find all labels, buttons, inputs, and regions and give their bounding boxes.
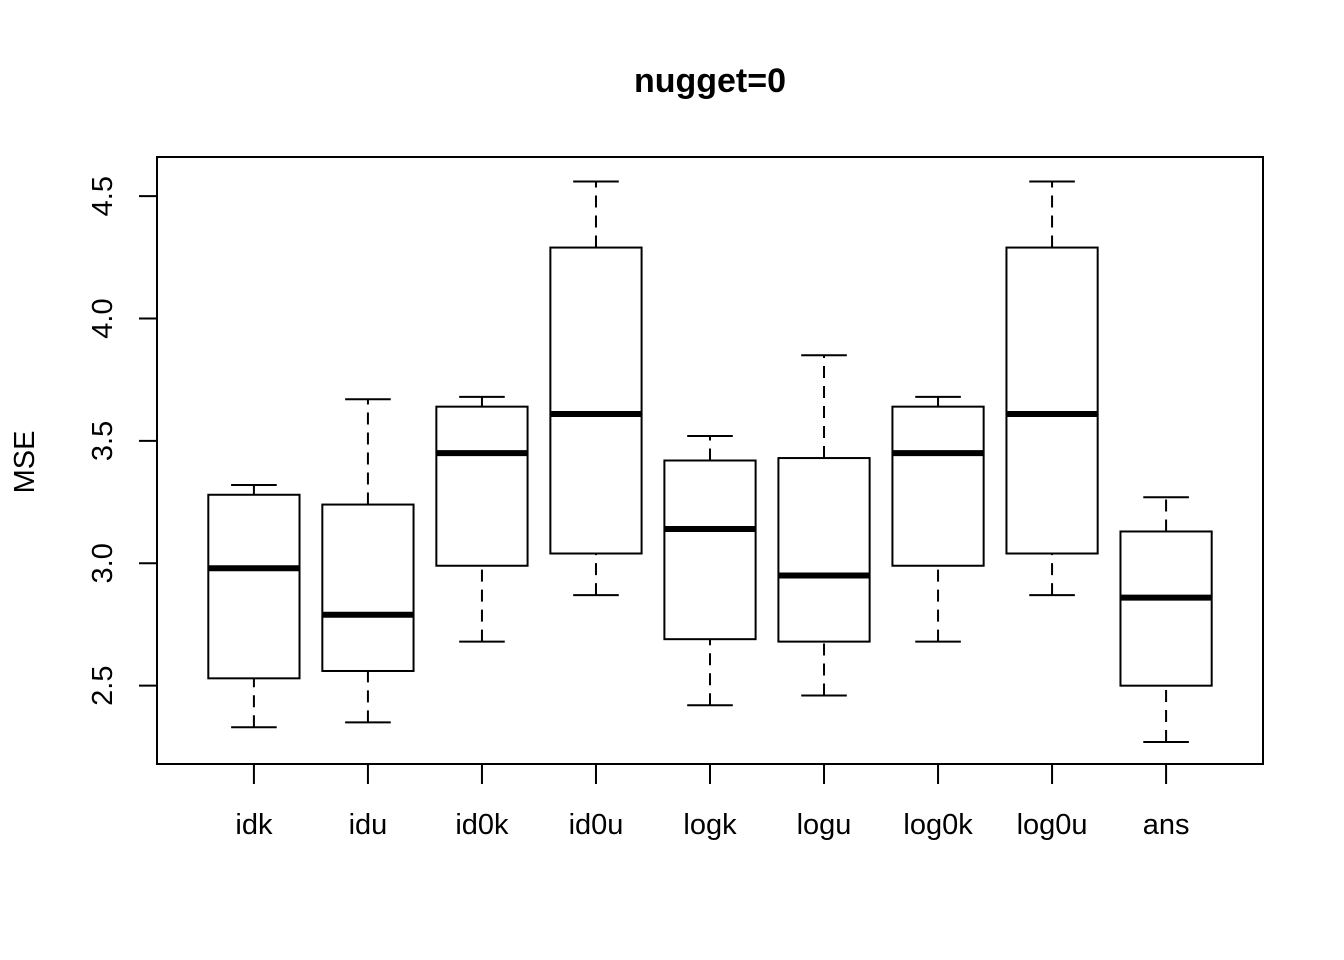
x-tick-label: log0k xyxy=(903,809,973,841)
y-axis: 2.5 3.0 3.5 4.0 4.5 xyxy=(87,176,158,706)
y-tick-label: 4.5 xyxy=(87,176,119,216)
iqr-box xyxy=(435,405,529,567)
x-axis: idk idu id0k id0u logk logu log0k log0u ans xyxy=(235,764,1189,841)
box-id0k xyxy=(435,395,529,643)
box-logk xyxy=(663,435,757,707)
iqr-box xyxy=(663,459,757,641)
box-log0u xyxy=(1005,180,1099,597)
x-tick-label: idu xyxy=(349,809,388,841)
y-tick-label: 2.5 xyxy=(87,666,119,706)
y-tick-label: 3.5 xyxy=(87,421,119,461)
x-tick-label: id0u xyxy=(569,809,624,841)
chart-title: nugget=0 xyxy=(634,62,786,100)
iqr-box xyxy=(777,457,871,643)
box-idk xyxy=(207,483,301,729)
x-tick-label: logu xyxy=(797,809,852,841)
box-id0u xyxy=(549,180,643,597)
x-tick-label: id0k xyxy=(455,809,509,841)
iqr-box xyxy=(1119,530,1213,687)
y-tick-label: 4.0 xyxy=(87,298,119,338)
box-log0k xyxy=(891,395,985,643)
x-tick-label: idk xyxy=(235,809,273,841)
x-tick-label: ans xyxy=(1143,809,1190,841)
iqr-box xyxy=(207,493,301,680)
x-tick-label: logk xyxy=(683,809,737,841)
box-logu xyxy=(777,354,871,697)
iqr-box xyxy=(549,246,643,555)
iqr-box xyxy=(891,405,985,567)
y-axis-label: MSE xyxy=(9,431,41,494)
boxes xyxy=(207,180,1213,743)
iqr-box xyxy=(1005,246,1099,555)
x-tick-label: log0u xyxy=(1017,809,1088,841)
box-ans xyxy=(1119,496,1213,743)
y-tick-label: 3.0 xyxy=(87,543,119,583)
iqr-box xyxy=(321,503,415,672)
box-idu xyxy=(321,398,415,724)
